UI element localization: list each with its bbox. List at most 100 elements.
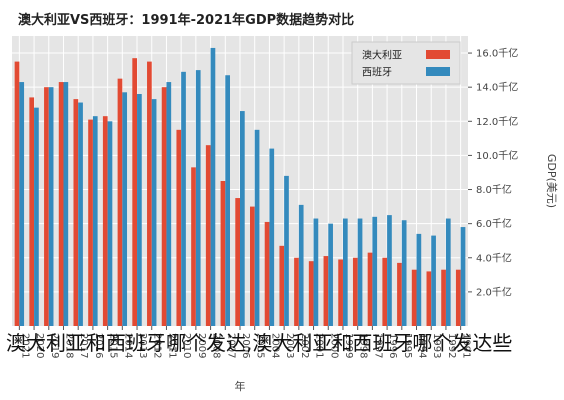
bar-spain [372,216,378,326]
legend-label-spain: 西班牙 [362,67,392,79]
legend-box [351,41,461,85]
bar-spain [240,111,245,326]
bar-spain [63,82,69,326]
legend: 澳大利亚 西班牙 [351,41,461,85]
bar-australia [382,257,388,326]
bar-australia [117,78,123,326]
x-tick-label: 1995 [402,333,413,358]
bar-spain [107,121,113,326]
chart-title: 澳大利亚VS西班牙：1991年-2021年GDP数据趋势对比 [18,12,354,28]
bar-australia [14,61,20,327]
x-tick-label: 2010 [181,333,192,358]
y-axis-label: GDP(美元) [545,154,558,208]
bar-spain [225,75,230,326]
x-tick-label: 1997 [372,333,383,358]
bar-spain [387,215,392,326]
bar-spain [357,218,363,326]
x-tick-label: 2015 [108,333,119,358]
bar-spain [254,129,260,326]
bar-australia [397,262,402,326]
y-tick-label: 14.0千亿 [476,81,518,94]
bar-australia [88,119,93,327]
x-tick-label: 2012 [152,333,163,358]
x-tick-label: 2001 [314,333,325,358]
x-tick-label: 1999 [343,333,354,358]
bar-australia [411,269,417,326]
x-tick-label: 1996 [387,333,398,358]
bar-australia [308,261,314,326]
bar-australia [338,259,343,326]
bar-spain [19,82,25,326]
x-tick-label: 2004 [269,333,280,358]
x-tick-label: 1992 [446,333,457,358]
x-tick-label: 2007 [225,333,236,358]
bar-australia [235,198,240,326]
x-axis-ticks: 2021 2020 2019 2018 2017 2016 2015 2014 2013 2012… [18,326,472,358]
bar-spain [328,223,333,326]
bars [14,47,466,327]
bar-spain [445,218,451,326]
bar-spain [48,87,54,326]
bar-australia [264,221,270,326]
y-tick-label: 4.0千亿 [476,251,512,264]
bar-australia [220,181,226,326]
bar-australia [191,167,196,326]
x-tick-label: 1991 [461,333,472,358]
bar-spain [151,99,157,326]
x-tick-label: 2014 [122,333,133,358]
x-tick-label: 2018 [63,333,74,358]
x-tick-label: 1998 [358,333,369,358]
bar-australia [44,87,49,326]
bar-australia [58,82,64,326]
bar-australia [367,252,373,326]
y-tick-label: 2.0千亿 [476,285,512,298]
x-axis-label: 年 [235,379,246,393]
x-tick-label: 1993 [431,333,442,358]
bar-spain [181,71,186,326]
bar-australia [161,87,167,326]
x-tick-label: 1994 [417,333,428,358]
x-tick-label: 2019 [49,333,60,358]
bar-australia [102,116,108,326]
bar-australia [323,256,329,326]
bar-australia [352,257,358,326]
legend-swatch-australia [426,50,450,59]
bar-spain [298,204,304,326]
bar-spain [34,107,39,326]
bar-spain [460,227,466,326]
bar-spain [342,218,348,326]
bar-australia [29,97,35,326]
y-axis-ticks: 2.0千亿 4.0千亿 6.0千亿 8.0千亿 10.0千亿 12.0千亿 14.0千亿 16… [468,47,518,298]
x-tick-label: 2011 [166,333,177,358]
bar-spain [284,175,289,326]
bar-spain [195,70,201,326]
legend-label-australia: 澳大利亚 [362,49,402,62]
legend-swatch-spain [426,67,450,76]
bar-australia [176,129,182,326]
bar-spain [137,94,142,326]
bar-australia [426,271,432,326]
bar-australia [132,58,138,326]
bar-spain [431,235,436,326]
caption: 澳大利亚和西班牙哪个发达,澳大利亚和西班牙哪个发达些 [6,331,513,355]
bar-australia [250,206,255,326]
x-tick-label: 2009 [196,333,207,358]
y-tick-label: 8.0千亿 [476,183,512,196]
bar-spain [210,47,216,327]
bar-australia [73,99,79,326]
y-tick-label: 10.0千亿 [476,149,518,162]
bar-spain [416,233,422,326]
x-tick-label: 2000 [328,333,339,358]
bar-australia [455,269,461,326]
bar-australia [147,61,152,327]
bar-australia [205,145,211,326]
y-tick-label: 6.0千亿 [476,217,512,230]
x-tick-label: 2016 [93,333,104,358]
bar-australia [441,269,446,326]
bar-spain [269,148,275,326]
bar-spain [78,102,83,326]
bar-spain [92,116,98,326]
x-tick-label: 2003 [284,333,295,358]
x-tick-label: 2008 [211,333,222,358]
